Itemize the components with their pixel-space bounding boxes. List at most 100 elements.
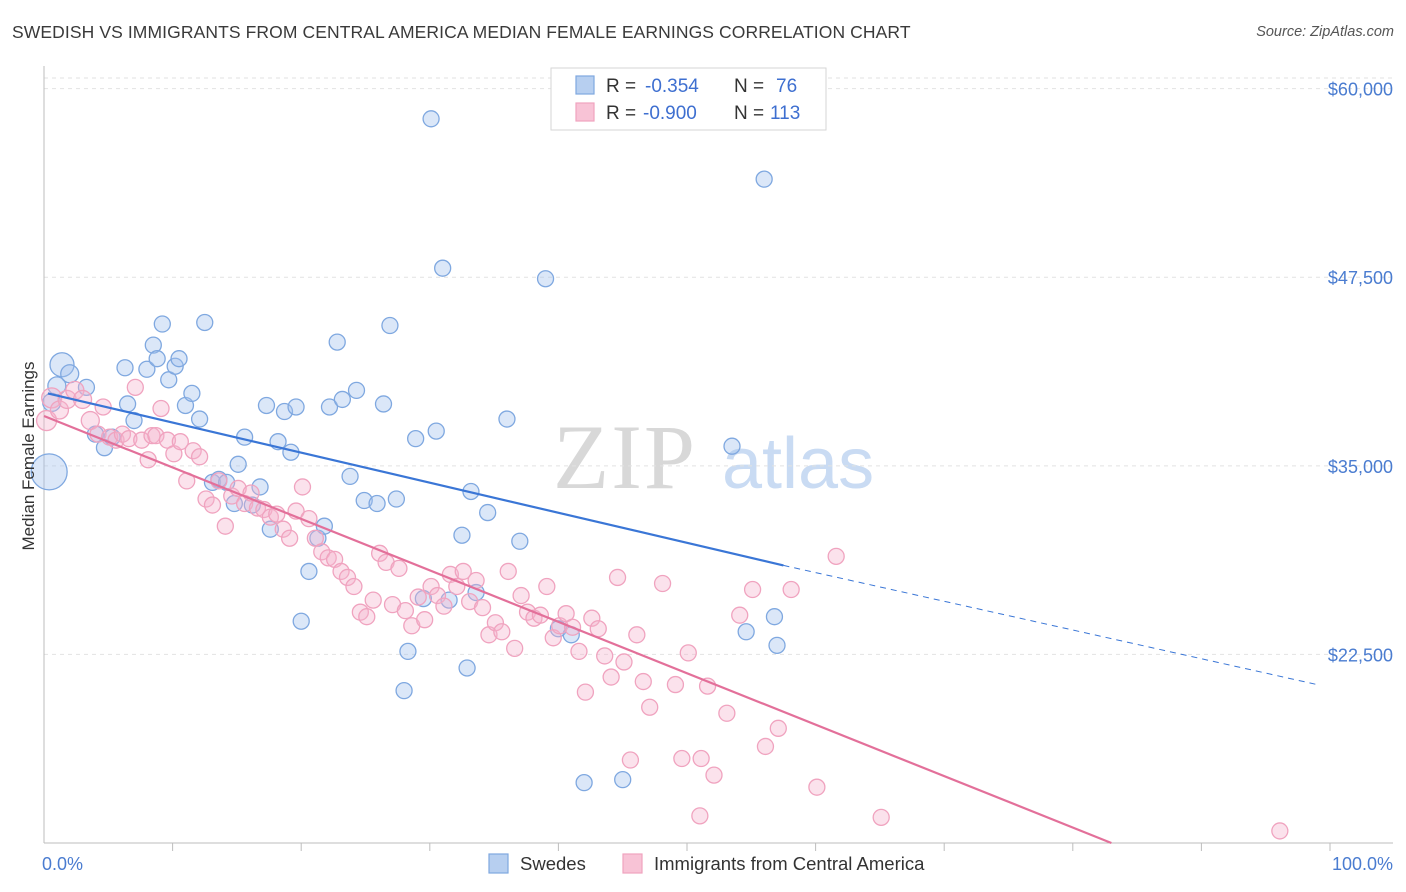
central-america-point-110 xyxy=(621,751,640,769)
bottom-legend-label-central-america: Immigrants from Central America xyxy=(654,853,925,874)
central-america-point-74 xyxy=(512,586,530,605)
central-america-point-44 xyxy=(319,549,337,567)
central-america-point-26 xyxy=(203,496,222,514)
central-america-point-73 xyxy=(506,639,524,658)
swedes-point-42 xyxy=(333,390,352,409)
x-tick-label-max: 100.0% xyxy=(1332,854,1393,874)
central-america-point-16 xyxy=(143,426,161,445)
swedes-point-4 xyxy=(60,364,80,384)
y-tick-labels: $22,500 $35,000 $47,500 $60,000 xyxy=(1328,80,1393,666)
central-america-point-43 xyxy=(313,543,331,561)
central-america-point-109 xyxy=(1271,822,1289,840)
swedes-point-58 xyxy=(453,526,471,544)
central-america-point-62 xyxy=(435,597,453,615)
swedes-point-75 xyxy=(292,612,310,630)
swedes-point-69 xyxy=(614,770,632,789)
central-america-point-90 xyxy=(615,653,633,671)
central-america-point-60 xyxy=(422,577,440,596)
central-america-point-89 xyxy=(608,568,627,587)
central-america-point-28 xyxy=(216,517,234,535)
swedes-point-48 xyxy=(381,316,399,335)
central-america-point-87 xyxy=(596,647,614,665)
swedes-point-20 xyxy=(183,384,201,403)
legend-n-value-swedes: 76 xyxy=(776,76,797,97)
bottom-legend-swatch-central-america xyxy=(622,853,643,874)
central-america-point-6 xyxy=(80,410,100,431)
central-america-point-40 xyxy=(293,478,312,496)
swedes-point-46 xyxy=(368,494,386,513)
swedes-point-3 xyxy=(30,453,68,491)
central-america-point-56 xyxy=(396,602,415,620)
y-tick-label-0: $22,500 xyxy=(1328,645,1393,665)
swedes-point-5 xyxy=(77,378,96,397)
swedes-point-36 xyxy=(287,398,305,416)
central-america-point-59 xyxy=(416,611,434,629)
swedes-point-54 xyxy=(422,110,440,128)
swedes-point-12 xyxy=(138,360,156,378)
central-america-point-24 xyxy=(190,448,209,466)
central-america-point-91 xyxy=(628,626,646,644)
swedes-point-15 xyxy=(153,315,171,333)
swedes-point-43 xyxy=(341,467,359,486)
legend-r-label-central-america: R = xyxy=(606,103,636,124)
x-tick-label-min: 0.0% xyxy=(42,854,83,874)
legend-r-value-swedes: -0.354 xyxy=(645,76,699,97)
y-tick-label-1: $35,000 xyxy=(1328,457,1393,477)
legend-swatch-central-america xyxy=(575,102,595,122)
central-america-point-107 xyxy=(827,547,845,565)
central-america-point-103 xyxy=(756,737,775,756)
swedes-point-62 xyxy=(479,503,497,522)
central-america-point-96 xyxy=(679,644,697,662)
central-america-point-70 xyxy=(486,614,505,632)
legend-swatch-swedes xyxy=(575,75,595,95)
central-america-point-46 xyxy=(332,562,350,581)
central-america-point-38 xyxy=(280,529,299,547)
swedes-point-32 xyxy=(261,520,279,538)
central-america-point-55 xyxy=(390,559,408,578)
swedes-point-31 xyxy=(257,396,276,415)
swedes-point-9 xyxy=(116,359,134,377)
swedes-point-45 xyxy=(355,491,373,510)
central-america-point-23 xyxy=(184,442,202,460)
y-tick-label-2: $47,500 xyxy=(1328,268,1393,288)
central-america-point-2 xyxy=(49,400,70,420)
swedes-point-40 xyxy=(320,398,339,416)
swedes-point-44 xyxy=(347,381,366,400)
swedes-point-50 xyxy=(395,681,413,700)
swedes-point-18 xyxy=(170,350,188,368)
central-america-point-78 xyxy=(538,577,556,596)
swedes-trend-extension xyxy=(783,564,1318,686)
central-america-point-94 xyxy=(653,574,672,593)
central-america-point-18 xyxy=(152,399,170,418)
central-america-point-13 xyxy=(126,378,144,397)
gridlines xyxy=(44,77,1393,655)
central-america-point-99 xyxy=(705,766,723,784)
swedes-point-47 xyxy=(374,395,393,413)
central-america-point-112 xyxy=(691,807,709,825)
swedes-point-63 xyxy=(498,410,516,428)
central-america-point-111 xyxy=(673,749,691,768)
central-america-point-47 xyxy=(338,568,357,587)
central-america-point-105 xyxy=(782,580,800,599)
central-america-point-25 xyxy=(197,490,215,508)
legend-r-label-swedes: R = xyxy=(606,76,636,97)
central-america-point-72 xyxy=(499,562,517,581)
central-america-point-37 xyxy=(274,520,292,538)
central-america-point-92 xyxy=(634,672,652,691)
swedes-point-30 xyxy=(251,478,269,496)
legend-n-label-swedes: N = xyxy=(734,76,764,97)
swedes-point-64 xyxy=(511,532,529,550)
central-america-point-71 xyxy=(493,623,511,641)
central-america-point-101 xyxy=(731,606,749,624)
swedes-point-21 xyxy=(190,410,209,428)
legend-n-value-central-america: 113 xyxy=(770,103,800,124)
central-america-point-100 xyxy=(718,704,736,722)
swedes-point-0 xyxy=(49,352,75,378)
central-america-point-95 xyxy=(666,675,685,694)
central-america-point-12 xyxy=(120,430,138,448)
swedes-trend-line xyxy=(47,392,784,567)
central-america-point-50 xyxy=(358,608,376,626)
watermark-zip: ZIP xyxy=(553,406,697,508)
central-america-point-61 xyxy=(428,586,447,605)
swedes-point-22 xyxy=(196,313,214,332)
